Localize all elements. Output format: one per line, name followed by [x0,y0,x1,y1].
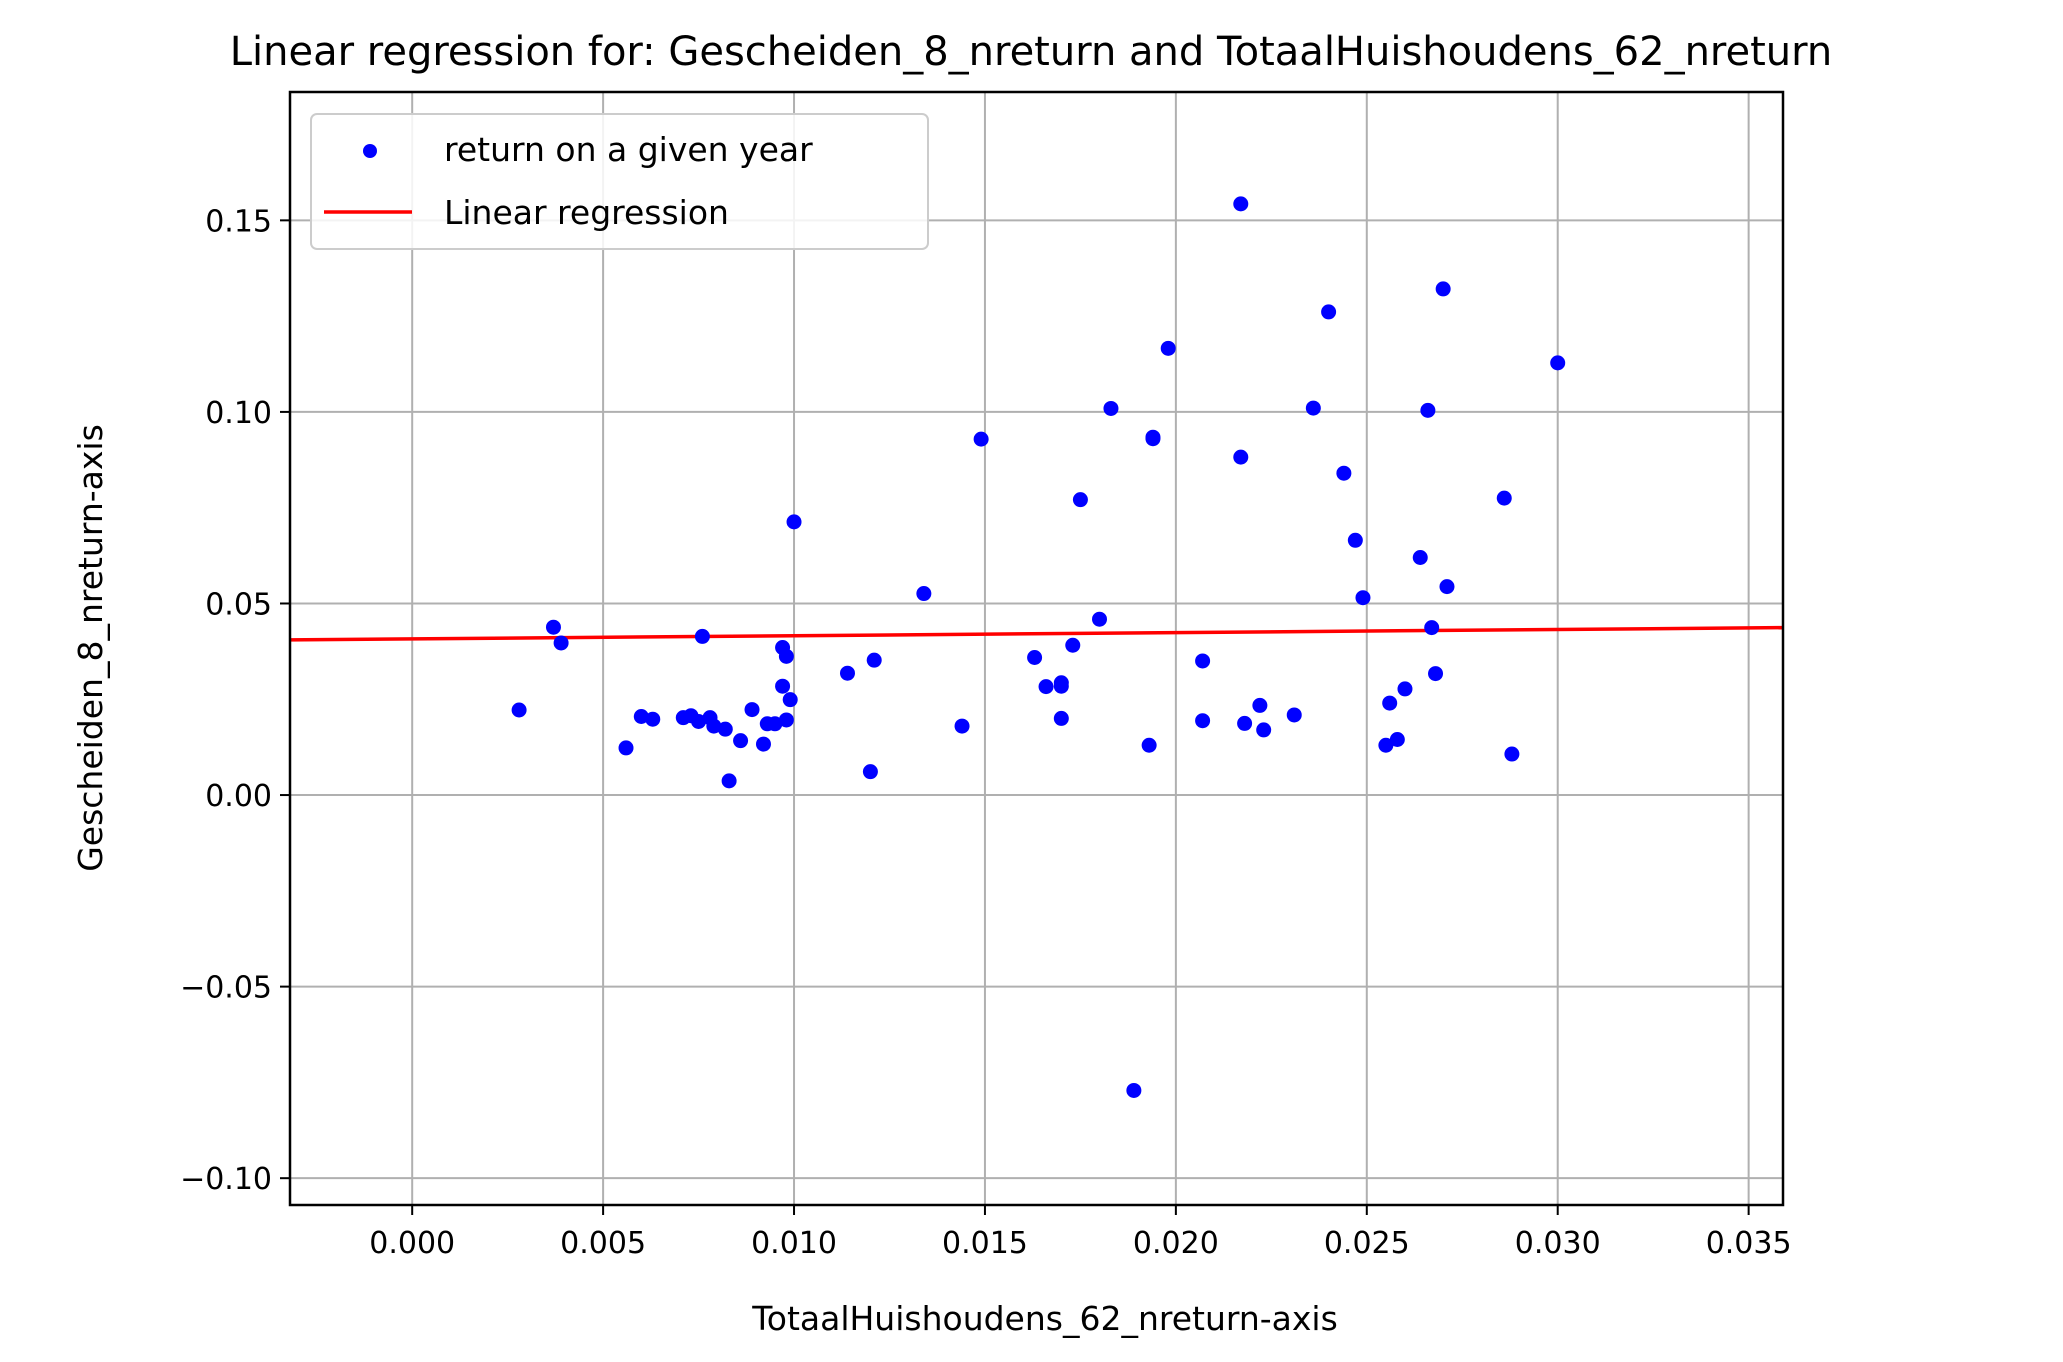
scatter-point [618,740,634,756]
scatter-point [1141,737,1157,753]
scatter-point [1424,620,1440,636]
y-tick-label: 0.10 [205,396,272,431]
scatter-point [1382,695,1398,711]
scatter-point [553,635,569,651]
scatter-point [767,716,783,732]
scatter-point [1237,715,1253,731]
scatter-point [1252,697,1268,713]
scatter-point [1439,579,1455,595]
scatter-point [775,678,791,694]
y-tick-label: 0.00 [205,779,272,814]
scatter-point [744,702,760,718]
scatter-point [954,718,970,734]
scatter-point [1550,355,1566,371]
scatter-point [786,514,802,530]
scatter-point [862,764,878,780]
scatter-point [1195,713,1211,729]
legend-box [310,113,929,250]
scatter-point [1126,1082,1142,1098]
plot-frame [288,90,1785,1207]
scatter-point [778,712,794,728]
x-tick-label: 0.015 [942,1226,1028,1261]
regression-layer [289,625,1784,642]
scatter-point [1435,281,1451,297]
scatter-point [1496,490,1512,506]
scatter-point [778,648,794,664]
scatter-point [691,713,707,729]
scatter-point [1378,737,1394,753]
x-tick-label: 0.020 [1133,1226,1219,1261]
scatter-point [1053,678,1069,694]
scatter-point [1389,731,1405,747]
scatter-point [1027,650,1043,666]
chart-title: Linear regression for: Gescheiden_8_nret… [230,29,1832,75]
x-tick-label: 0.000 [369,1226,455,1261]
scatter-point [1347,532,1363,548]
x-tick-label: 0.035 [1706,1226,1792,1261]
scatter-point [721,773,737,789]
scatter-point [706,718,722,734]
scatter-point [1195,653,1211,669]
scatter-point [1160,340,1176,356]
legend: return on a given year Linear regression [310,113,929,250]
y-axis-label: Gescheiden_8_nreturn-axis [71,424,110,872]
scatter-point [694,628,710,644]
legend-scatter-marker [363,144,377,158]
scatter-point [916,586,932,602]
y-tick-label: 0.05 [205,587,272,622]
legend-label-scatter: return on a given year [444,130,813,169]
x-axis-label: TotaalHuishoudens_62_nreturn-axis [751,1299,1338,1338]
scatter-point [782,692,798,708]
scatter-point [1305,400,1321,416]
scatter-point [1321,304,1337,320]
scatter-point [1233,449,1249,465]
x-tick-label: 0.030 [1515,1226,1601,1261]
scatter-point [866,652,882,668]
scatter-point [1504,746,1520,762]
scatter-points [511,196,1566,1098]
y-tick-label: −0.05 [180,971,272,1006]
scatter-point [733,733,749,749]
y-tick-label: 0.15 [205,204,272,239]
scatter-point [545,619,561,635]
scatter-point [1145,431,1161,447]
scatter-point [1397,681,1413,697]
scatter-point [1053,710,1069,726]
scatter-point [717,721,733,737]
regression-line [289,625,1784,642]
scatter-point [1428,666,1444,682]
scatter-point [1256,722,1272,738]
scatter-point [973,431,989,447]
scatter-point [645,711,661,727]
scatter-point [1072,492,1088,508]
scatter-point [1233,196,1249,212]
x-tick-label: 0.005 [560,1226,646,1261]
scatter-point [755,736,771,752]
scatter-point [1286,707,1302,723]
y-axis-ticks: −0.10 −0.05 0.00 0.05 0.10 0.15 [180,204,290,1197]
scatter-point [1420,402,1436,418]
scatter-point [633,709,649,725]
y-tick-label: −0.10 [180,1162,272,1197]
legend-label-regression: Linear regression [444,193,729,232]
x-tick-label: 0.010 [751,1226,837,1261]
scatter-point [1412,550,1428,566]
scatter-point [1065,637,1081,653]
x-axis-ticks: 0.000 0.005 0.010 0.015 0.020 0.025 0.030 0.035 [369,1205,1792,1261]
x-tick-label: 0.025 [1324,1226,1410,1261]
scatter-point [511,702,527,718]
scatter-point [1355,590,1371,606]
scatter-point [1336,465,1352,481]
scatter-point [1038,679,1054,695]
scatter-point [1103,400,1119,416]
grid-lines [290,92,1783,1205]
scatter-point [839,665,855,681]
scatter-point [1092,611,1108,627]
